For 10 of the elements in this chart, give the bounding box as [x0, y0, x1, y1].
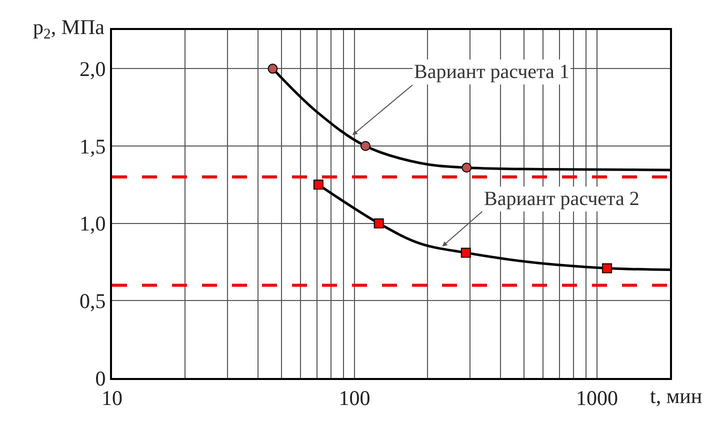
y-tick-label: 2,0 — [80, 57, 106, 82]
x-tick-label: 1000 — [576, 386, 618, 410]
annotation: Вариант расчета 1 — [414, 61, 570, 83]
y-tick-label: 0,5 — [80, 289, 106, 314]
y-axis-title: p$_{2}$, МПа — [33, 15, 106, 42]
x-tick-label: 100 — [338, 386, 370, 410]
y-tick-label: 1,5 — [80, 134, 106, 158]
annotation: Вариант расчета 2 — [484, 188, 640, 210]
y-tick-label: 1,0 — [80, 212, 106, 236]
x-axis-title: t, мин — [650, 384, 702, 408]
